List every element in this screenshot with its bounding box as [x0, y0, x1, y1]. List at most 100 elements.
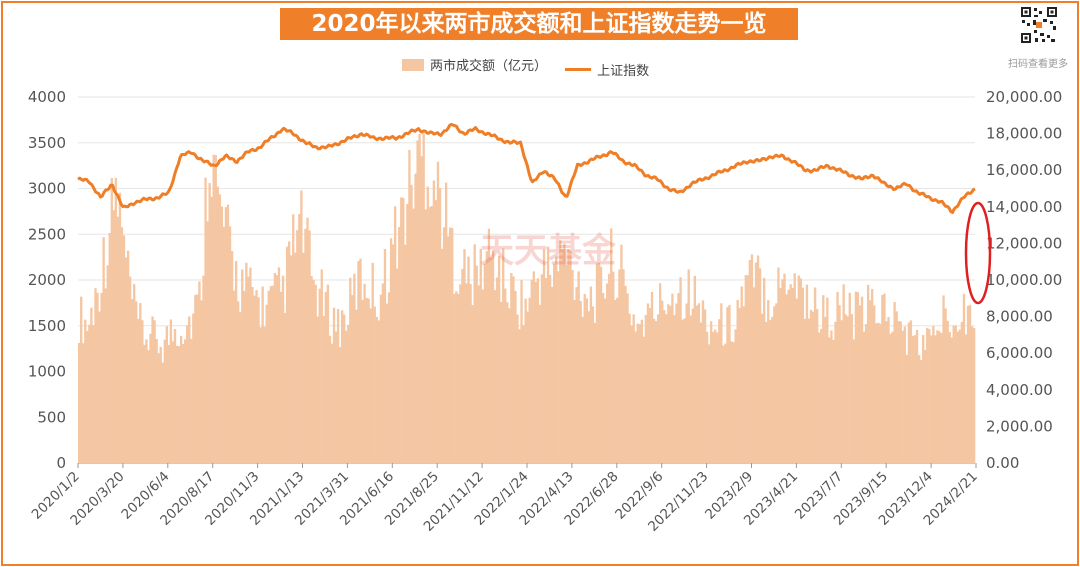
turnover-bar — [883, 293, 886, 463]
turnover-bar — [530, 279, 533, 463]
turnover-bar — [765, 322, 768, 463]
turnover-bar — [120, 227, 124, 463]
turnover-bar — [391, 244, 395, 463]
turnover-bar — [854, 291, 858, 463]
turnover-bar — [188, 316, 191, 463]
turnover-bar — [893, 302, 896, 463]
turnover-bar — [744, 275, 747, 463]
turnover-bar — [404, 244, 407, 463]
legend-item-turnover[interactable]: 两市成交额（亿元） — [402, 55, 547, 74]
turnover-bar — [834, 321, 837, 463]
turnover-bar — [438, 188, 442, 463]
turnover-bar — [970, 326, 974, 463]
turnover-bar — [210, 196, 213, 464]
turnover-bar — [689, 315, 692, 463]
turnover-bar — [907, 322, 911, 463]
qr-code-icon[interactable] — [1020, 6, 1058, 44]
y-right-tick-label: 0.00 — [986, 454, 1019, 472]
turnover-bar — [836, 291, 839, 463]
turnover-bar — [650, 291, 654, 463]
turnover-bar — [526, 311, 529, 463]
legend-line-label: 上证指数 — [597, 63, 650, 79]
turnover-bar — [750, 254, 754, 463]
turnover-bar — [90, 307, 93, 463]
turnover-bar — [709, 321, 713, 463]
turnover-bar — [726, 307, 729, 463]
turnover-bar — [506, 302, 509, 463]
turnover-bar — [426, 186, 429, 463]
turnover-bar — [960, 321, 964, 463]
turnover-bar — [891, 331, 894, 463]
y-left-tick-label: 3500 — [28, 134, 66, 152]
turnover-bar — [145, 339, 148, 463]
turnover-bar — [962, 293, 966, 463]
turnover-bar — [608, 273, 611, 463]
turnover-bar — [218, 194, 222, 463]
turnover-bar — [964, 334, 968, 463]
turnover-bar — [940, 333, 943, 463]
turnover-bar — [86, 330, 89, 463]
turnover-bar — [701, 300, 705, 463]
turnover-bar — [548, 274, 552, 463]
turnover-bar — [98, 311, 101, 463]
turnover-bar — [852, 339, 856, 463]
turnover-bar — [175, 345, 179, 463]
turnover-bar — [477, 285, 480, 463]
y-axis-left: 0 500 1000 1500 2000 2500 3000 3500 4000 — [28, 88, 66, 472]
turnover-bar — [385, 303, 389, 463]
turnover-bar — [133, 284, 136, 463]
turnover-bar — [634, 331, 637, 463]
turnover-bar — [108, 232, 111, 463]
turnover-bar — [351, 295, 354, 463]
turnover-bar — [353, 273, 356, 463]
turnover-bar — [402, 197, 405, 463]
turnover-bar — [104, 288, 107, 463]
turnover-bar — [279, 291, 283, 463]
turnover-bar — [624, 285, 627, 463]
turnover-bar — [514, 290, 517, 463]
turnover-bar — [249, 267, 252, 463]
turnover-bar — [787, 289, 790, 463]
turnover-bar — [742, 306, 745, 463]
turnover-bar — [842, 284, 845, 463]
turnover-bar — [716, 332, 719, 463]
qr-caption: 扫码查看更多 — [1008, 59, 1068, 70]
turnover-bar — [620, 244, 623, 463]
turnover-bar — [379, 294, 383, 463]
turnover-bar — [493, 290, 497, 463]
turnover-bar — [934, 335, 937, 463]
turnover-bar — [950, 337, 953, 463]
turnover-bar — [528, 297, 531, 463]
y-right-tick-label: 20,000.00 — [986, 88, 1062, 106]
turnover-bar — [300, 190, 303, 463]
turnover-bar — [430, 205, 434, 464]
turnover-bar — [469, 284, 472, 463]
turnover-bar — [909, 320, 913, 463]
turnover-bar — [897, 321, 900, 463]
y-axis-right: 0.00 2,000.00 4,000.00 6,000.00 8,000.00 10,0… — [986, 88, 1062, 472]
turnover-bar — [681, 319, 684, 463]
turnover-bar — [406, 203, 409, 464]
y-right-tick-label: 6,000.00 — [986, 344, 1053, 362]
turnover-bar — [932, 325, 935, 463]
turnover-bar — [322, 316, 325, 463]
turnover-bar — [758, 268, 762, 463]
turnover-bar — [632, 314, 635, 463]
turnover-bar — [667, 304, 670, 463]
legend-item-index[interactable]: 上证指数 — [565, 60, 649, 79]
turnover-bar — [803, 318, 807, 463]
turnover-bar — [877, 322, 880, 463]
turnover-bar — [818, 332, 821, 463]
turnover-bar — [534, 281, 537, 463]
turnover-bar — [917, 355, 921, 463]
turnover-bar — [224, 207, 228, 463]
turnover-bar — [815, 309, 819, 463]
legend-bar-swatch — [402, 58, 424, 71]
turnover-bar — [546, 246, 550, 463]
turnover-bar — [699, 322, 703, 463]
turnover-bar — [952, 325, 955, 463]
turnover-bar — [901, 330, 904, 463]
turnover-bar — [905, 354, 909, 463]
turnover-bar — [840, 320, 843, 463]
turnover-bar — [334, 331, 338, 463]
